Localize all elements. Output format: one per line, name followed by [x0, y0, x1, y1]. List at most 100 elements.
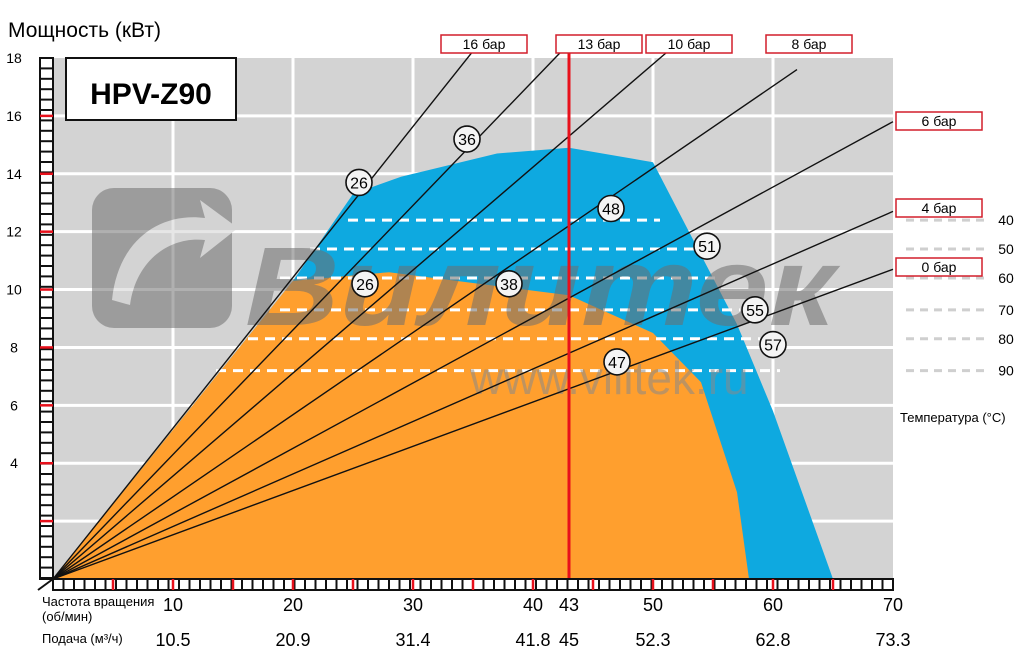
flow-tick-label: 73.3 [875, 630, 910, 650]
marker: 47 [603, 348, 631, 376]
marker-label: 57 [764, 338, 782, 355]
pressure-label-box [895, 257, 983, 277]
pressure-line [52, 210, 894, 580]
temperature-value: 40 [998, 212, 1014, 228]
chart-title: HPV-Z90 [90, 78, 212, 111]
temperature-value: 50 [998, 241, 1014, 257]
marker: 26 [351, 269, 379, 298]
x-axis-label-rpm-unit: (об/мин) [42, 609, 92, 624]
pressure-line [52, 43, 570, 580]
pressure-line [52, 43, 480, 580]
pressure-label: 0 бар [895, 257, 983, 277]
x-axis-label-flow: Подача (м³/ч) [42, 631, 123, 646]
marker-circle [741, 296, 769, 324]
pressure-label: 6 бар [895, 111, 983, 131]
temperature-axis-label: Температура (°С) [900, 410, 1006, 425]
pressure-label: 8 бар [765, 34, 853, 54]
model-title-box [65, 57, 237, 121]
marker: 48 [597, 194, 625, 223]
y-axis-label: Мощность (кВт) [8, 19, 161, 42]
pressure-label: 10 бар [645, 34, 733, 54]
y-tick-label: 14 [6, 166, 22, 182]
flow-tick-label: 41.8 [515, 630, 550, 650]
marker-label: 48 [602, 202, 620, 219]
y-tick-label: 6 [10, 397, 18, 413]
pressure-label-text: 10 бар [668, 36, 711, 52]
flow-tick-label: 10.5 [155, 630, 190, 650]
x-tick-label: 43 [559, 595, 579, 615]
flow-tick-label: 20.9 [275, 630, 310, 650]
pressure-label-text: 6 бар [922, 113, 957, 129]
pressure-line [52, 69, 798, 580]
pressure-labels: 16 бар 13 бар 10 бар 8 бар 6 бар 4 бар 0 бар [440, 34, 983, 277]
marker-circle [345, 168, 373, 197]
marker-circle [453, 125, 481, 153]
pressure-label-text: 0 бар [922, 259, 957, 275]
temperature-labels: 40 50 60 70 80 90 [998, 212, 1014, 379]
marker: 38 [495, 269, 523, 298]
flow-tick-label: 45 [559, 630, 579, 650]
x-tick-label: 50 [643, 595, 663, 615]
marker: 26 [345, 168, 373, 197]
pressure-label-box [440, 34, 528, 54]
x-tick-label: 10 [163, 595, 183, 615]
pressure-line [52, 121, 894, 580]
axes [37, 57, 894, 591]
y-tick-label: 4 [10, 455, 18, 471]
marker: 51 [693, 232, 721, 260]
y-tick-label: 18 [6, 50, 22, 66]
pressure-label-text: 8 бар [792, 36, 827, 52]
pressure-label-box [645, 34, 733, 54]
x-tick-label: 70 [883, 595, 903, 615]
watermark-arrow-icon [112, 200, 238, 305]
pressure-line [52, 42, 678, 580]
marker-label: 36 [458, 132, 476, 149]
x-tick-label: 40 [523, 595, 543, 615]
pressure-label-box [555, 34, 643, 54]
marker-circle [351, 269, 379, 298]
marker-label: 26 [356, 277, 374, 294]
temperature-value: 90 [998, 363, 1014, 379]
flow-tick-label: 62.8 [755, 630, 790, 650]
x-axis-label-rpm: Частота вращения [42, 594, 154, 609]
marker-circle [495, 269, 523, 298]
y-tick-labels: 4 6 8 10 12 14 16 18 [6, 50, 22, 471]
temperature-value: 80 [998, 331, 1014, 347]
flow-tick-label: 52.3 [635, 630, 670, 650]
x-tick-label: 30 [403, 595, 423, 615]
axis-corner [37, 578, 54, 591]
marker-label: 38 [500, 277, 518, 294]
x-tick-label: 20 [283, 595, 303, 615]
pressure-label-box [765, 34, 853, 54]
y-tick-label: 10 [6, 282, 22, 298]
pressure-label-text: 13 бар [578, 36, 621, 52]
pressure-label: 4 бар [895, 198, 983, 218]
marker-circle [603, 348, 631, 376]
markers: 26 36 48 51 26 38 55 57 47 [345, 125, 787, 376]
pressure-label-box [895, 111, 983, 131]
marker-label: 26 [350, 175, 368, 192]
x-tick-label: 60 [763, 595, 783, 615]
pressure-label-text: 16 бар [463, 36, 506, 52]
marker-circle [597, 194, 625, 223]
marker-label: 51 [698, 239, 716, 256]
y-tick-label: 16 [6, 108, 22, 124]
x-tick-labels: 10 20 30 40 43 50 60 70 [163, 595, 903, 615]
marker: 55 [741, 296, 769, 324]
pressure-label-box [895, 198, 983, 218]
marker-circle [759, 330, 787, 359]
y-tick-label: 8 [10, 339, 18, 355]
marker: 36 [453, 125, 481, 153]
marker-label: 55 [746, 303, 764, 320]
pressure-label-text: 4 бар [922, 200, 957, 216]
pressure-label: 16 бар [440, 34, 528, 54]
flow-tick-label: 31.4 [395, 630, 430, 650]
marker-circle [693, 232, 721, 260]
flow-tick-labels: 10.5 20.9 31.4 41.8 45 52.3 62.8 73.3 [155, 630, 910, 650]
pressure-label: 13 бар [555, 34, 643, 54]
marker-label: 47 [608, 355, 626, 372]
marker: 57 [759, 330, 787, 359]
y-tick-label: 12 [6, 224, 22, 240]
temperature-value: 70 [998, 302, 1014, 318]
